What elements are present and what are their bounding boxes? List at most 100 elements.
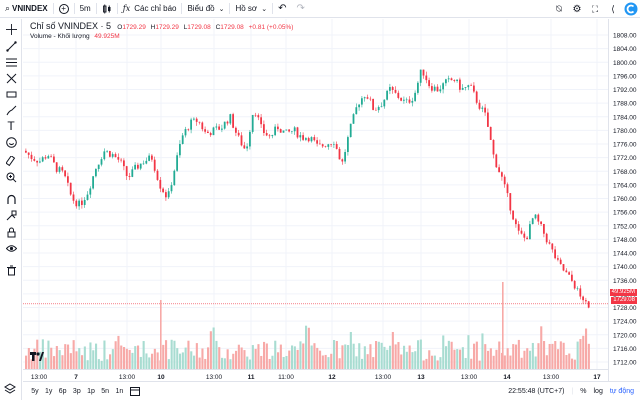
candle-down — [512, 210, 514, 220]
fullscreen-icon[interactable]: ⛶ — [591, 3, 599, 14]
crosshair-icon[interactable] — [2, 22, 20, 36]
volume-bar — [431, 355, 434, 369]
candle-down — [540, 221, 542, 225]
candle-down — [313, 137, 316, 141]
log-toggle[interactable]: log — [593, 388, 603, 395]
candle-up — [229, 114, 232, 124]
volume-bar — [274, 340, 277, 369]
fib-icon[interactable] — [2, 55, 20, 69]
candle-up — [389, 87, 391, 91]
divider — [52, 3, 54, 14]
candle-down — [369, 98, 372, 100]
emoji-icon[interactable] — [2, 135, 20, 149]
candle-up — [58, 167, 61, 172]
volume-bar — [380, 342, 383, 369]
candle-down — [67, 176, 69, 183]
chart-menu-button[interactable]: Biểu đồ ⌄ — [182, 0, 229, 18]
y-tick-label: 1712.00 — [613, 360, 637, 367]
share-icon[interactable]: ⟨ — [611, 3, 615, 14]
profile-menu-button[interactable]: Hồ sơ ⌄ — [230, 0, 272, 18]
eye-icon[interactable] — [2, 241, 20, 255]
volume-bar — [302, 343, 305, 369]
candle-up — [134, 164, 136, 170]
x-tick-label: 13:00 — [31, 374, 48, 381]
indicators-button[interactable]: ƒx Các chỉ báo — [118, 0, 182, 18]
candle-up — [361, 98, 363, 105]
volume-value: 49.925M — [94, 33, 120, 40]
volume-bar — [428, 350, 431, 369]
range-button-6p[interactable]: 6p — [58, 387, 67, 395]
candle-up — [467, 85, 470, 88]
candle-down — [408, 99, 411, 103]
magnet-icon[interactable] — [2, 192, 20, 206]
y-tick-label: 1728.00 — [613, 305, 637, 312]
candle-up — [212, 127, 215, 136]
volume-bar — [167, 359, 170, 369]
candle-up — [100, 159, 103, 165]
interval-button[interactable]: 5m — [75, 0, 96, 18]
range-button-1n[interactable]: 1n — [115, 387, 124, 395]
undo-button[interactable]: ↶ — [273, 0, 291, 18]
pattern-icon[interactable] — [2, 71, 20, 85]
candle-up — [293, 127, 296, 132]
x-tick-label: 14 — [503, 374, 511, 381]
candle-up — [299, 135, 302, 138]
chart-legend: Chỉ số VNINDEX · 5 O1729.29 H1729.29 L17… — [30, 21, 293, 31]
trend-line-icon[interactable] — [2, 39, 20, 53]
time-axis-border — [23, 369, 608, 370]
range-button-3p[interactable]: 3p — [72, 387, 81, 395]
range-button-1y[interactable]: 1y — [44, 387, 53, 395]
clock-label[interactable]: 22:55:48 (UTC+7) — [508, 388, 565, 395]
volume-bar — [310, 345, 313, 369]
measure-icon[interactable] — [2, 87, 20, 101]
candle-down — [587, 301, 590, 308]
lock-draw-icon[interactable] — [2, 208, 20, 222]
volume-bar — [78, 348, 81, 369]
candle-down — [226, 121, 229, 124]
auto-scale-toggle[interactable]: tự động — [609, 388, 634, 395]
candle-up — [111, 154, 114, 157]
candle-down — [484, 107, 486, 113]
candle-down — [279, 129, 282, 133]
calendar-icon[interactable] — [130, 386, 141, 396]
volume-bar — [218, 347, 221, 369]
zoom-icon[interactable] — [2, 170, 20, 184]
range-button-5y[interactable]: 5y — [31, 387, 39, 395]
volume-bar — [72, 340, 75, 369]
volume-bar — [111, 349, 114, 369]
candle-down — [307, 138, 310, 142]
volume-bar — [207, 347, 210, 369]
redo-button[interactable]: ↷ — [291, 0, 309, 18]
candle-up — [531, 218, 534, 225]
ruler-icon[interactable] — [2, 154, 20, 168]
volume-bar — [193, 355, 196, 369]
price-chart[interactable]: 1712.001716.001720.001724.001728.001732.… — [23, 19, 640, 381]
candle-down — [319, 143, 321, 145]
layers-icon[interactable] — [4, 383, 16, 398]
trash-icon[interactable] — [2, 263, 20, 277]
compare-button[interactable]: + — [54, 0, 74, 18]
volume-bar — [559, 341, 562, 369]
candle-up — [419, 69, 422, 83]
brush-icon[interactable] — [2, 103, 20, 117]
chart-type-button[interactable] — [97, 0, 117, 18]
text-icon[interactable]: T — [7, 119, 15, 133]
candle-up — [193, 118, 195, 120]
volume-bar — [394, 344, 397, 369]
volume-bar — [405, 351, 408, 369]
percent-toggle[interactable]: % — [580, 388, 587, 395]
divider: | — [571, 388, 574, 395]
range-button-5n[interactable]: 5n — [101, 387, 110, 395]
volume-bar — [321, 355, 324, 369]
volume-bar — [114, 341, 117, 369]
candle-up — [442, 83, 444, 90]
volume-bar — [481, 333, 484, 369]
symbol-search[interactable]: ⌕ VNINDEX — [0, 0, 53, 18]
bottom-right-controls: 22:55:48 (UTC+7) | % log tự động — [501, 382, 634, 400]
range-button-1p[interactable]: 1p — [87, 387, 95, 395]
volume-bar — [179, 353, 182, 369]
lock-icon[interactable] — [2, 225, 20, 239]
candle-down — [61, 167, 64, 171]
gear-icon[interactable]: ⚙ — [572, 3, 582, 15]
quick-search-icon[interactable]: ⍉ — [556, 3, 562, 15]
